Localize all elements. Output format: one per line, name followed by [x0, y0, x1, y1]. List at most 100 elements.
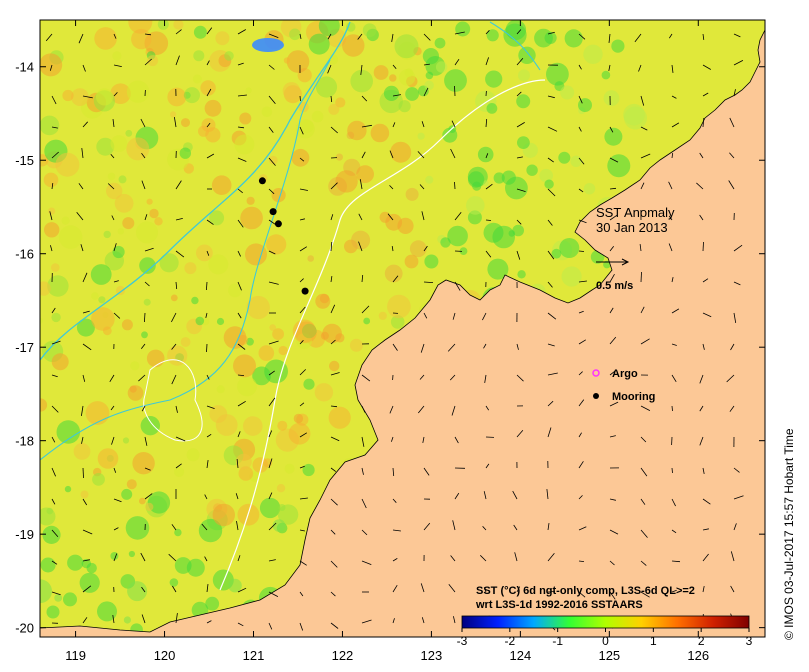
- current-vector: [299, 560, 307, 566]
- anomaly-patch: [351, 230, 371, 250]
- current-vector: [640, 126, 648, 131]
- current-vector: [268, 397, 276, 407]
- current-vector: [730, 343, 735, 351]
- current-vector: [485, 183, 493, 190]
- current-vector: [609, 435, 616, 438]
- anomaly-patch: [282, 82, 301, 100]
- anomaly-patch: [98, 296, 106, 304]
- current-vector: [671, 308, 680, 314]
- current-vector: [485, 57, 489, 66]
- anomaly-patch: [80, 490, 89, 499]
- anomaly-patch: [291, 148, 310, 167]
- current-vector: [330, 182, 338, 190]
- anomaly-patch: [136, 221, 158, 244]
- current-vector: [174, 117, 177, 128]
- current-vector: [483, 587, 487, 593]
- anomaly-patch: [508, 230, 516, 237]
- current-vector: [113, 553, 118, 562]
- current-vector: [454, 436, 459, 444]
- anomaly-patch: [92, 473, 105, 486]
- anomaly-patch: [103, 230, 111, 239]
- anomaly-patch: [169, 578, 179, 587]
- anomaly-patch: [132, 452, 155, 475]
- current-vector: [327, 64, 332, 74]
- current-vector: [236, 521, 239, 531]
- current-vector: [237, 94, 247, 97]
- current-vector: [237, 126, 245, 129]
- current-vector: [421, 211, 425, 221]
- anomaly-patch: [328, 406, 351, 429]
- current-vector: [82, 310, 90, 314]
- current-vector: [299, 188, 308, 191]
- current-vector: [330, 339, 336, 345]
- current-vector: [141, 586, 146, 593]
- current-vector: [206, 250, 210, 256]
- current-vector: [206, 374, 210, 380]
- current-vector: [51, 436, 56, 443]
- current-vector: [268, 591, 279, 597]
- anomaly-patch: [238, 466, 254, 481]
- anomaly-patch: [62, 89, 74, 102]
- current-vector: [357, 33, 363, 40]
- current-vector: [81, 436, 84, 444]
- current-vector: [671, 405, 673, 412]
- anomaly-patch: [277, 420, 288, 431]
- anomaly-patch: [193, 50, 205, 62]
- current-vector: [361, 274, 364, 283]
- anomaly-patch: [174, 466, 185, 477]
- current-vector: [578, 126, 582, 132]
- current-vector: [138, 374, 146, 382]
- current-vector: [484, 374, 487, 383]
- anomaly-patch: [40, 53, 63, 77]
- anomaly-patch: [601, 70, 611, 80]
- current-vector: [268, 522, 277, 531]
- anomaly-patch: [258, 345, 275, 361]
- anomaly-patch: [55, 152, 80, 177]
- current-vector: [547, 157, 554, 163]
- current-vector: [361, 405, 366, 413]
- cold-anomaly-spot: [252, 38, 284, 52]
- current-vector: [547, 188, 556, 197]
- anomaly-patch: [398, 100, 411, 113]
- current-vector: [392, 275, 399, 283]
- anomaly-patch: [335, 97, 346, 108]
- current-vector: [237, 400, 246, 407]
- current-vector: [485, 30, 490, 35]
- current-vector: [51, 374, 58, 378]
- current-vector: [733, 467, 740, 473]
- anomaly-patch: [96, 137, 115, 156]
- current-vector: [299, 33, 302, 39]
- anomaly-patch: [192, 74, 202, 84]
- current-vector: [51, 126, 58, 129]
- anomaly-patch: [390, 315, 405, 329]
- anomaly-patch: [179, 147, 191, 159]
- anomaly-patch: [485, 70, 503, 88]
- anomaly-patch: [114, 193, 134, 213]
- current-vector: [640, 338, 650, 345]
- anomaly-patch: [123, 616, 131, 624]
- current-vector: [175, 250, 185, 258]
- current-vector: [361, 529, 368, 536]
- anomaly-patch: [561, 266, 582, 287]
- current-vector: [578, 399, 585, 407]
- current-vector: [268, 430, 273, 438]
- anomaly-patch: [459, 247, 468, 256]
- current-vector: [547, 31, 555, 35]
- isobath-cyan-2: [40, 59, 331, 461]
- anomaly-patch: [269, 324, 277, 331]
- current-vector: [547, 281, 553, 288]
- current-vector: [640, 271, 642, 283]
- current-vector: [608, 33, 611, 43]
- y-axis: -14 -15 -16 -17 -18 -19 -20: [15, 60, 765, 636]
- anomaly-patch: [624, 106, 647, 130]
- current-vector: [671, 498, 676, 507]
- current-vector: [392, 467, 395, 477]
- current-vector: [113, 527, 119, 531]
- anomaly-patch: [276, 484, 286, 493]
- current-vector: [547, 126, 558, 132]
- current-vector: [640, 467, 648, 477]
- anomaly-patch: [91, 292, 99, 300]
- current-vector: [144, 58, 152, 66]
- current-vector: [268, 340, 279, 345]
- current-vector: [51, 405, 59, 413]
